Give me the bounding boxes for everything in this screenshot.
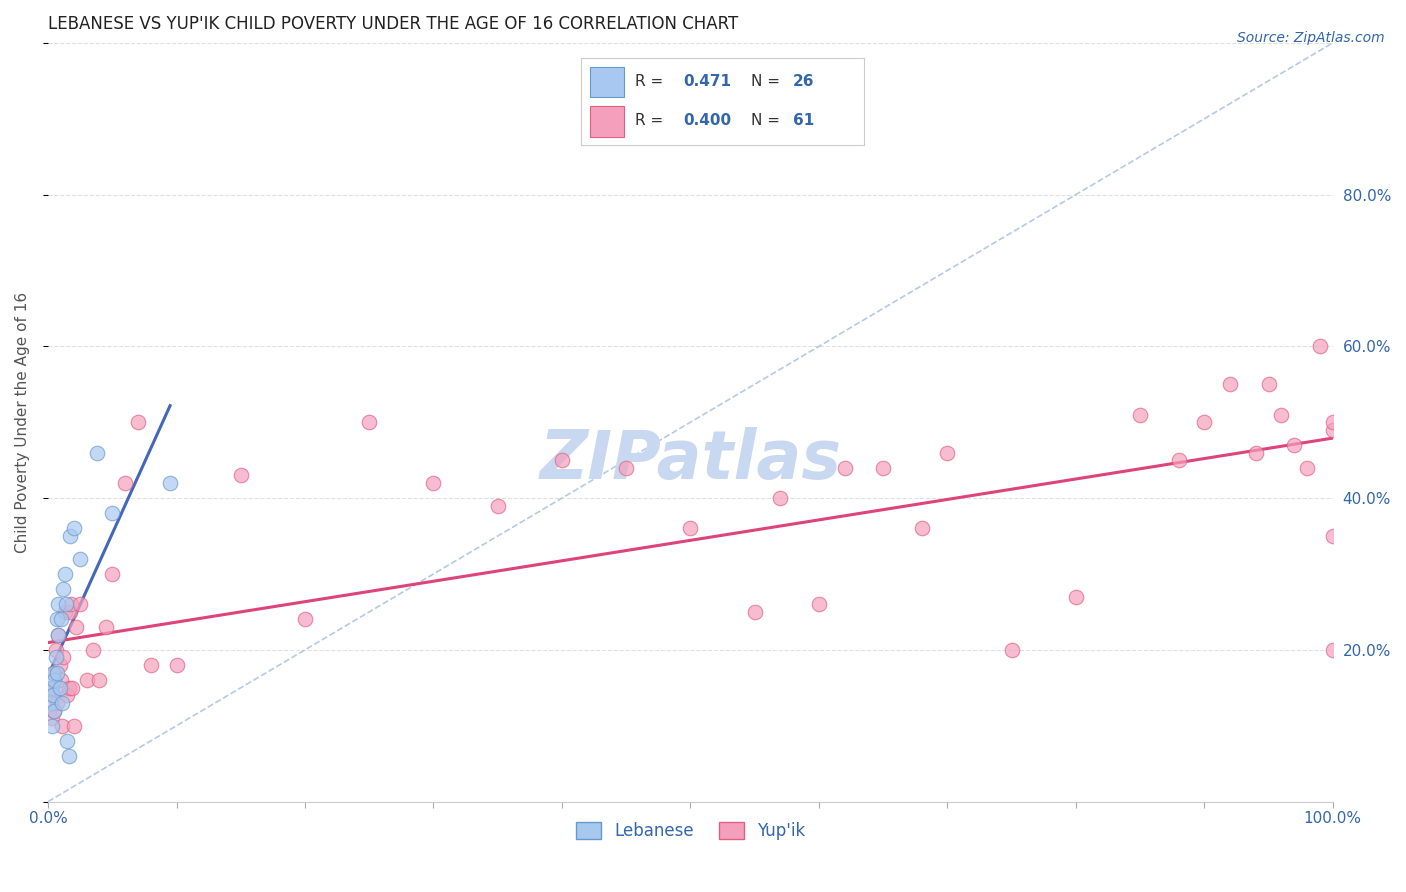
- Point: [49, 612, 72, 626]
- Point: [48, 658, 70, 673]
- Point: [1270, 408, 1292, 422]
- Point: [44, 704, 66, 718]
- Point: [1296, 460, 1319, 475]
- Legend: Lebanese, Yup'ik: Lebanese, Yup'ik: [569, 815, 811, 847]
- Point: [51, 696, 73, 710]
- Point: [49, 673, 72, 688]
- Point: [1284, 438, 1306, 452]
- Point: [744, 605, 766, 619]
- Point: [769, 491, 792, 505]
- Point: [58, 681, 80, 695]
- Point: [41, 711, 63, 725]
- Point: [139, 658, 162, 673]
- Point: [44, 704, 66, 718]
- Point: [1194, 415, 1216, 429]
- Point: [872, 460, 894, 475]
- Point: [486, 499, 509, 513]
- Point: [114, 475, 136, 490]
- Point: [69, 597, 91, 611]
- Point: [834, 460, 856, 475]
- Point: [1322, 643, 1344, 657]
- Point: [59, 605, 82, 619]
- Text: ZIPatlas: ZIPatlas: [540, 427, 841, 493]
- Point: [1244, 445, 1267, 459]
- Point: [52, 582, 75, 596]
- Point: [1322, 423, 1344, 437]
- Point: [58, 749, 80, 764]
- Point: [55, 597, 77, 611]
- Point: [46, 628, 69, 642]
- Point: [65, 620, 87, 634]
- Point: [44, 673, 66, 688]
- Point: [422, 475, 444, 490]
- Point: [46, 597, 69, 611]
- Point: [127, 415, 149, 429]
- Point: [42, 689, 65, 703]
- Point: [1309, 339, 1331, 353]
- Y-axis label: Child Poverty Under the Age of 16: Child Poverty Under the Age of 16: [15, 292, 30, 553]
- Point: [89, 673, 111, 688]
- Point: [45, 650, 67, 665]
- Point: [101, 566, 124, 581]
- Point: [39, 696, 62, 710]
- Point: [46, 612, 69, 626]
- Point: [39, 681, 62, 695]
- Point: [911, 521, 934, 535]
- Point: [41, 681, 63, 695]
- Point: [359, 415, 381, 429]
- Point: [60, 597, 83, 611]
- Point: [1167, 453, 1189, 467]
- Point: [53, 605, 76, 619]
- Point: [53, 566, 76, 581]
- Point: [51, 719, 73, 733]
- Point: [101, 506, 124, 520]
- Point: [62, 719, 84, 733]
- Point: [62, 681, 84, 695]
- Point: [42, 689, 65, 703]
- Point: [44, 665, 66, 680]
- Point: [1257, 377, 1279, 392]
- Point: [166, 658, 188, 673]
- Point: [59, 529, 82, 543]
- Point: [936, 445, 959, 459]
- Point: [1064, 590, 1087, 604]
- Point: [56, 734, 79, 748]
- Point: [76, 673, 98, 688]
- Point: [159, 475, 181, 490]
- Point: [62, 521, 84, 535]
- Point: [82, 643, 104, 657]
- Point: [42, 665, 65, 680]
- Point: [294, 612, 316, 626]
- Point: [1219, 377, 1241, 392]
- Point: [46, 665, 69, 680]
- Point: [679, 521, 702, 535]
- Point: [46, 696, 69, 710]
- Point: [41, 719, 63, 733]
- Point: [807, 597, 830, 611]
- Point: [614, 460, 637, 475]
- Text: LEBANESE VS YUP'IK CHILD POVERTY UNDER THE AGE OF 16 CORRELATION CHART: LEBANESE VS YUP'IK CHILD POVERTY UNDER T…: [48, 15, 738, 33]
- Point: [45, 643, 67, 657]
- Point: [1322, 529, 1344, 543]
- Point: [551, 453, 574, 467]
- Point: [1129, 408, 1152, 422]
- Point: [229, 468, 252, 483]
- Point: [69, 551, 91, 566]
- Point: [48, 681, 70, 695]
- Point: [1000, 643, 1022, 657]
- Point: [56, 689, 79, 703]
- Text: Source: ZipAtlas.com: Source: ZipAtlas.com: [1237, 31, 1385, 45]
- Point: [94, 620, 117, 634]
- Point: [86, 445, 108, 459]
- Point: [1322, 415, 1344, 429]
- Point: [52, 650, 75, 665]
- Point: [46, 628, 69, 642]
